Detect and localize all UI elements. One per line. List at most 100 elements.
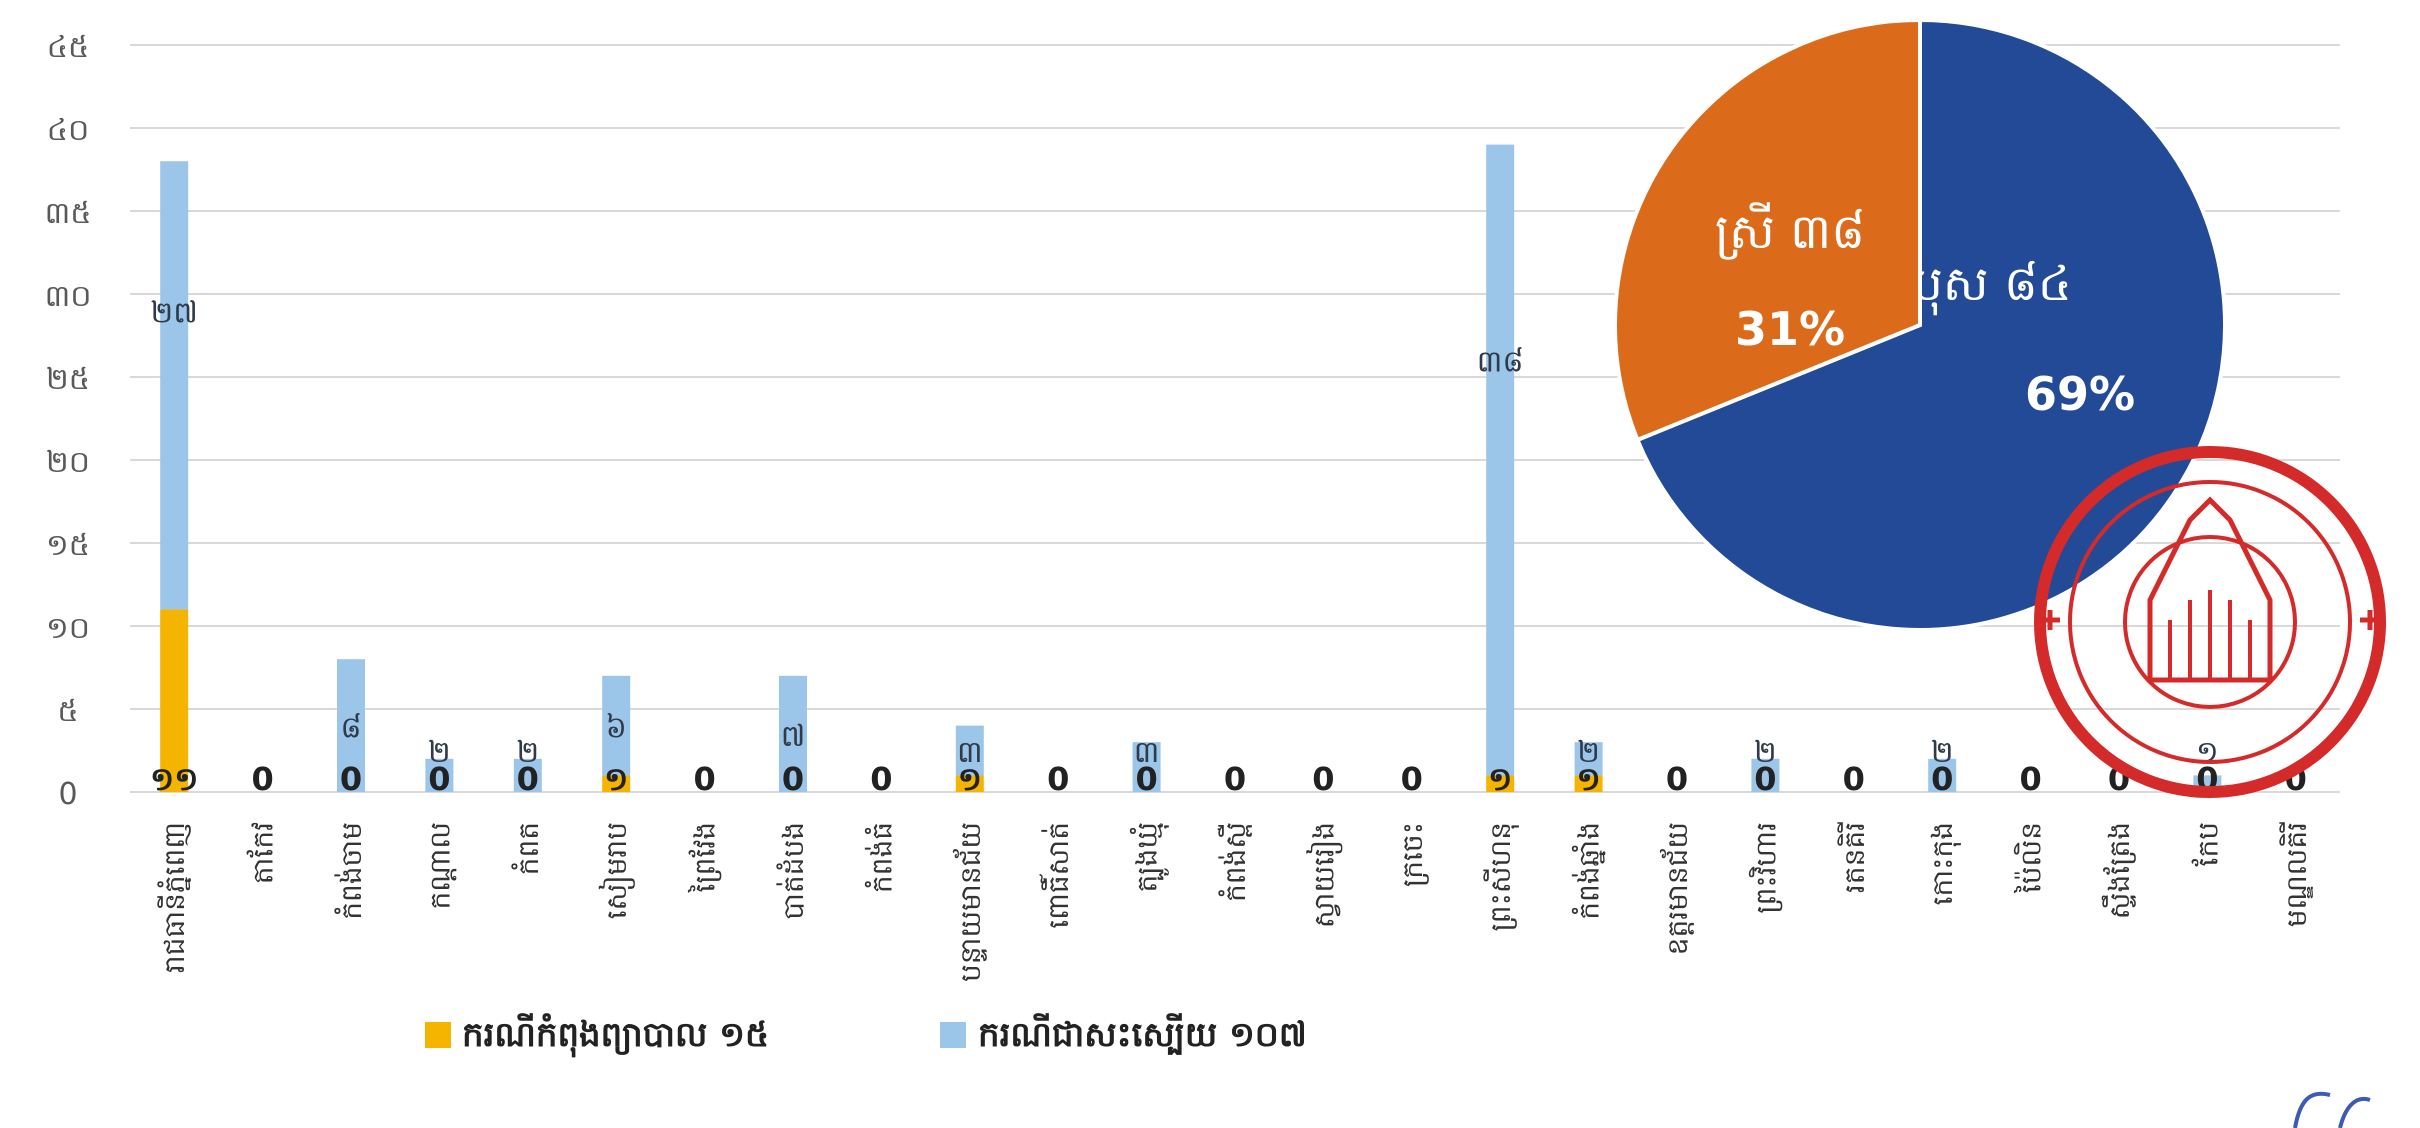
category-label: កណ្ដាល xyxy=(423,822,456,910)
pie-slice-label: ប្រុស ៨៤ xyxy=(1898,256,2072,316)
bar-recovered xyxy=(1574,742,1603,776)
category-label: កោះកុង xyxy=(1926,822,1961,905)
data-label-recovered: ៣ xyxy=(1134,735,1160,770)
bar-recovered xyxy=(513,758,542,792)
data-label-active: 0 xyxy=(428,760,450,798)
category-label: បន្ទាយមានជ័យ xyxy=(952,822,987,982)
y-tick-label: ២០ xyxy=(46,445,90,480)
data-label-active: 0 xyxy=(1312,760,1334,798)
data-label-active: 0 xyxy=(693,760,715,798)
data-label-active: ១ xyxy=(1488,760,1512,798)
data-label-active: 0 xyxy=(340,760,362,798)
data-label-recovered: ២ xyxy=(1577,735,1600,770)
legend-label-recovered: ករណីជាសះស្បើយ ១០៧ xyxy=(978,1013,1307,1055)
data-label-recovered: ២ xyxy=(516,735,539,770)
data-label-active: 0 xyxy=(1931,760,1953,798)
data-label-recovered: ២៧ xyxy=(151,296,198,331)
category-label: រតនគិរី xyxy=(1837,822,1871,893)
data-label-recovered: ២ xyxy=(428,735,451,770)
y-tick-label: ៤៥ xyxy=(47,30,89,65)
bar-recovered xyxy=(160,161,189,610)
bar-active xyxy=(1486,775,1515,792)
category-label: ក្រចេះ xyxy=(1396,822,1429,887)
category-label: សៀមរាប xyxy=(598,822,635,919)
category-label: ពោធិ៍សាត់ xyxy=(1039,822,1075,929)
y-axis: 0 ៥ ១០ ១៥ ២០ ២៥ ៣០ ៣៥ ៤០ ៤៥ xyxy=(45,30,92,812)
category-label: ព្រះសីហនុ xyxy=(1483,822,1519,932)
category-label: មណ្ឌលគិរី xyxy=(2279,822,2313,927)
data-label-active: 0 xyxy=(1047,760,1069,798)
bar-recovered xyxy=(779,675,807,792)
data-label-recovered: ១ xyxy=(2196,735,2219,770)
x-axis: រាជធានីភ្នំពេញ តាកែវ កំពង់ចាម កណ្ដាល កំពត សៀម… xyxy=(157,822,2313,982)
bar-recovered xyxy=(337,659,365,792)
category-label: កំពង់ស្ពឺ xyxy=(1217,822,1252,902)
data-label-active: 0 xyxy=(251,760,273,798)
data-label-recovered: ៣ xyxy=(957,735,983,770)
pie-slice-percent: 31% xyxy=(1735,302,1845,356)
category-label: រាជធានីភ្នំពេញ xyxy=(157,822,191,973)
bar-recovered xyxy=(1486,144,1515,776)
bar-active xyxy=(955,775,984,792)
data-label-active: 0 xyxy=(1666,760,1688,798)
data-label-active: ១ xyxy=(958,760,982,798)
bar-recovered xyxy=(1132,742,1161,792)
category-label: កំពត xyxy=(511,822,545,875)
legend-swatch-recovered xyxy=(940,1022,966,1048)
data-label-active: 0 xyxy=(1135,760,1157,798)
bar-recovered xyxy=(1928,758,1957,792)
category-label: ត្បូងឃ្មុំ xyxy=(1130,822,1170,893)
legend-swatch-active xyxy=(425,1022,451,1048)
category-label: កំពង់ចាម xyxy=(334,822,368,920)
pie-slice-percent: 69% xyxy=(2025,367,2135,421)
category-label: ព្រៃវែង xyxy=(688,822,722,894)
y-tick-label: ១៥ xyxy=(46,528,90,563)
data-label-active: 0 xyxy=(1224,760,1246,798)
data-label-active: 0 xyxy=(2019,760,2041,798)
category-label: កែប xyxy=(2191,822,2224,866)
data-label-recovered: ៧ xyxy=(781,719,806,754)
bar-active xyxy=(1574,775,1603,792)
pie-chart: ប្រុស ៨៤ 69% ស្រី ៣៨ 31% xyxy=(1613,17,2227,632)
legend: ករណីកំពុងព្យាបាល ១៥ ករណីជាសះស្បើយ ១០៧ xyxy=(425,1013,1307,1058)
official-seal xyxy=(2034,446,2386,798)
category-label: ស្វាយរៀង xyxy=(1305,822,1342,928)
data-label-active: 0 xyxy=(782,760,804,798)
y-tick-label: ៤០ xyxy=(47,113,89,148)
category-label: ស្ទឹងត្រែង xyxy=(2101,822,2136,919)
data-label-active: 0 xyxy=(1754,760,1776,798)
category-label: ព្រះវិហារ xyxy=(1748,822,1782,914)
signature xyxy=(2293,1091,2371,1128)
data-label-active: 0 xyxy=(1843,760,1865,798)
data-label-active: ១ xyxy=(1576,760,1600,798)
category-label: កំពង់ឆ្នាំង xyxy=(1572,822,1606,920)
legend-label-active: ករណីកំពុងព្យាបាល ១៥ xyxy=(462,1013,769,1058)
bar-recovered xyxy=(602,675,631,776)
y-tick-label: ៥ xyxy=(57,694,78,729)
data-label-active: ១១ xyxy=(150,760,198,798)
data-label-recovered: ៨ xyxy=(340,711,361,746)
data-label-recovered: ៣៨ xyxy=(1477,345,1524,380)
bar-active xyxy=(602,775,631,792)
y-tick-label: ២៥ xyxy=(46,362,90,397)
category-label: ប៉ៃលិន xyxy=(2014,822,2048,894)
bar-recovered xyxy=(425,758,454,792)
category-label: កំពង់ធំ xyxy=(864,822,898,893)
y-tick-label: ៣០ xyxy=(45,279,92,314)
data-label-active: 0 xyxy=(517,760,539,798)
data-label-active: 0 xyxy=(1401,760,1423,798)
category-label: ឧត្ដរមានជ័យ xyxy=(1659,822,1694,955)
category-label: បាត់ដំបង xyxy=(776,822,810,920)
data-label-recovered: ២ xyxy=(1754,735,1777,770)
data-label-recovered: ៦ xyxy=(606,711,627,746)
pie-slice xyxy=(1634,17,2227,632)
pie-slice-label: ស្រី ៣៨ xyxy=(1715,202,1865,260)
bar-active xyxy=(160,609,189,792)
y-tick-label: ៣៥ xyxy=(45,196,92,231)
category-label: តាកែវ xyxy=(247,822,280,884)
data-label-recovered: ២ xyxy=(1931,735,1954,770)
data-label-active: 0 xyxy=(870,760,892,798)
pie-slice xyxy=(1613,17,1922,443)
